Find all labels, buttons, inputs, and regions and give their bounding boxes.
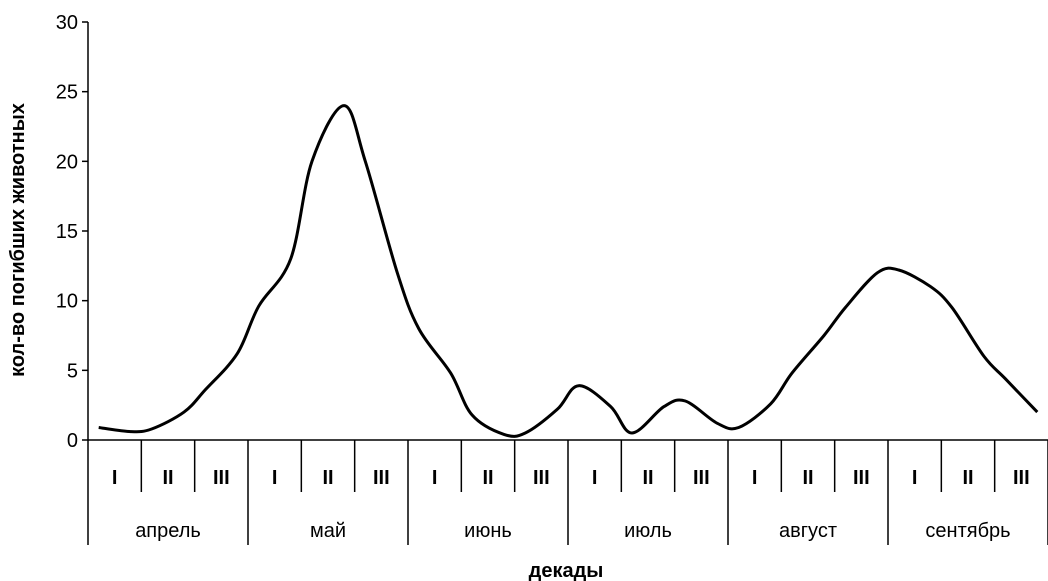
month-label: сентябрь xyxy=(925,520,1010,542)
y-axis: 0 5 10 15 20 25 30 xyxy=(56,12,89,452)
series-line xyxy=(98,104,1039,438)
y-tick-label: 0 xyxy=(67,430,78,452)
decade-label: III xyxy=(693,467,710,489)
y-tick-label: 15 xyxy=(56,221,78,243)
y-tick-label: 30 xyxy=(56,12,78,34)
decade-label: II xyxy=(642,467,653,489)
decade-label: III xyxy=(853,467,870,489)
decade-label: III xyxy=(373,467,390,489)
y-tick-label: 10 xyxy=(56,291,78,313)
decade-label: III xyxy=(1013,467,1030,489)
y-axis-title: кол-во погибших животных xyxy=(7,103,29,377)
decade-label: II xyxy=(482,467,493,489)
month-label: апрель xyxy=(135,520,201,542)
decade-label: II xyxy=(962,467,973,489)
decade-label: III xyxy=(533,467,550,489)
y-tick-label: 20 xyxy=(56,151,78,173)
y-tick-label: 25 xyxy=(56,82,78,104)
series-group xyxy=(98,104,1039,438)
decade-label: I xyxy=(752,467,758,489)
decade-label: I xyxy=(112,467,118,489)
decade-label: II xyxy=(802,467,813,489)
month-label: июль xyxy=(624,520,672,542)
month-label: июнь xyxy=(464,520,512,542)
decade-label: III xyxy=(213,467,230,489)
decade-label: I xyxy=(912,467,918,489)
decade-label: I xyxy=(592,467,598,489)
x-axis-title: декады xyxy=(529,560,604,581)
month-label: май xyxy=(310,520,346,542)
y-tick-label: 5 xyxy=(67,360,78,382)
decade-label: I xyxy=(272,467,278,489)
x-axis: I II III I II III I II III I II III I II III I II IIIапре… xyxy=(87,439,1048,545)
decade-label: II xyxy=(162,467,173,489)
decade-label: I xyxy=(432,467,438,489)
decade-label: II xyxy=(322,467,333,489)
month-label: август xyxy=(779,520,837,542)
